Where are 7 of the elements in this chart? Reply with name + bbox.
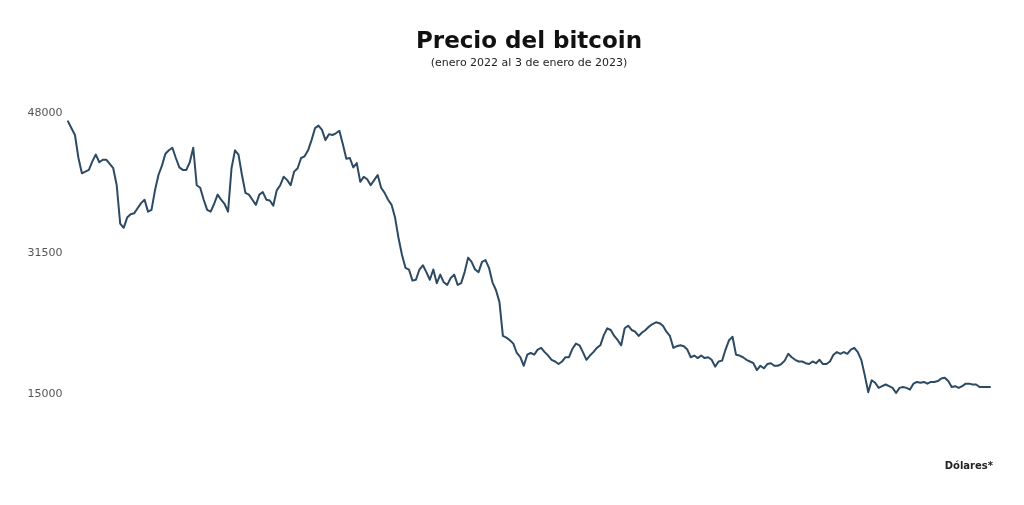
y-tick-label: 15000 (27, 386, 63, 400)
y-tick-label: 31500 (27, 246, 63, 259)
text: Dólares* (944, 460, 994, 471)
line-series (67, 120, 991, 394)
chart-subtitle: (enero 2022 al 3 de enero de 2023) (430, 56, 628, 69)
y-tick-label: 48000 (27, 105, 63, 119)
chart-title: Precio del bitcoin (415, 27, 643, 53)
